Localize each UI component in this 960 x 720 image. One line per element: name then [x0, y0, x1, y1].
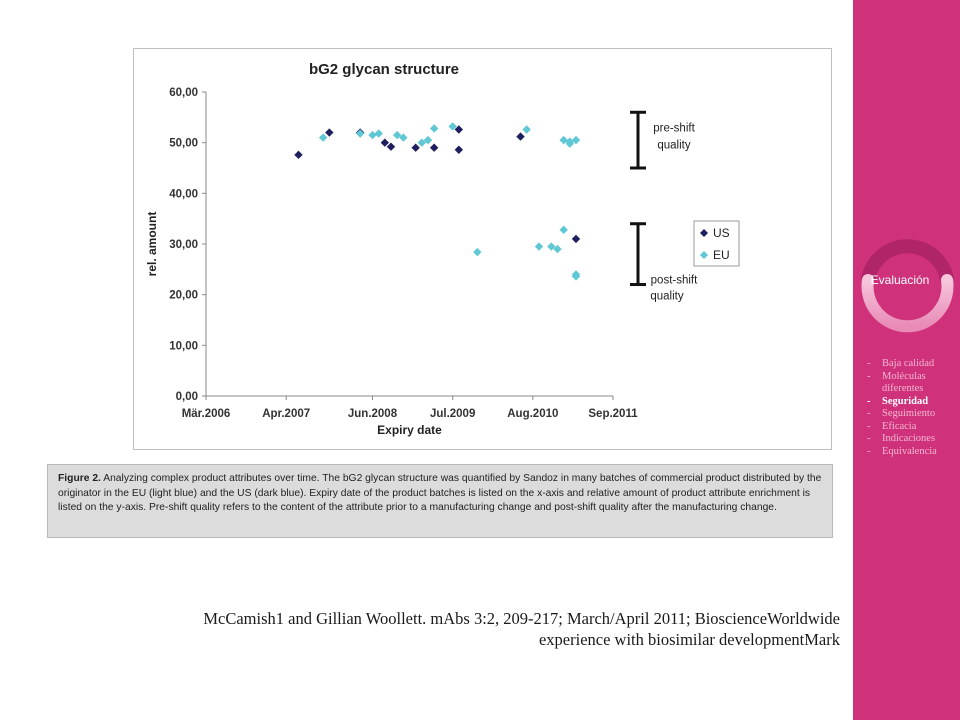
figure-caption: Figure 2. Analyzing complex product attr… — [47, 464, 833, 538]
sidebar-item[interactable]: Moléculas diferentes — [862, 371, 960, 396]
sidebar-item[interactable]: Seguimiento — [862, 408, 960, 421]
x-tick-label: Sep.2011 — [588, 408, 638, 420]
data-point-us — [380, 138, 390, 147]
x-tick-label: Jul.2009 — [430, 408, 475, 420]
legend-label-us: US — [713, 226, 730, 240]
y-tick-label: 30,00 — [169, 239, 198, 251]
pre-shift-label: pre-shift — [653, 123, 695, 135]
sidebar-item[interactable]: Equivalencia — [862, 446, 960, 459]
data-point-eu — [429, 124, 439, 133]
data-point-us — [516, 132, 525, 141]
chart-panel: bG2 glycan structure 60,00 50,00 40,00 30,00… — [133, 48, 832, 450]
x-axis-label: Expiry date — [377, 423, 442, 437]
data-point-eu — [571, 272, 581, 281]
x-tick-label: Aug.2010 — [507, 408, 558, 420]
data-point-eu — [473, 247, 482, 257]
data-point-eu — [318, 133, 328, 142]
data-point-us — [386, 142, 396, 151]
pre-shift-label: quality — [657, 140, 690, 152]
x-tick-label: Apr.2007 — [262, 408, 310, 420]
data-point-eu — [423, 135, 433, 145]
data-point-eu — [368, 130, 377, 140]
legend-label-eu: EU — [713, 248, 730, 262]
data-point-eu — [522, 125, 531, 134]
sidebar-menu: Baja calidadMoléculas diferentesSegurida… — [862, 358, 960, 458]
data-point-eu — [399, 133, 408, 142]
data-point-eu — [534, 242, 544, 251]
data-point-eu — [448, 122, 457, 131]
ring-icon: Evaluación — [861, 239, 954, 333]
data-point-eu — [355, 129, 365, 138]
sidebar-item[interactable]: Baja calidad — [862, 358, 960, 371]
legend-box — [693, 220, 740, 267]
y-tick-label: 60,00 — [169, 87, 198, 99]
y-tick-label: 0,00 — [176, 391, 198, 403]
y-tick-label: 50,00 — [169, 138, 198, 150]
y-tick-label: 40,00 — [169, 188, 198, 200]
data-point-us — [454, 145, 464, 154]
y-tick-label: 20,00 — [169, 290, 198, 302]
x-tick-label: Jun.2008 — [348, 408, 398, 420]
data-point-us — [325, 128, 334, 137]
data-point-us — [571, 234, 581, 244]
sidebar-item[interactable]: Eficacia — [862, 421, 960, 434]
scatter-chart: bG2 glycan structure 60,00 50,00 40,00 30,00… — [145, 61, 740, 437]
chart-title: bG2 glycan structure — [309, 61, 459, 78]
data-point-us — [411, 143, 420, 152]
y-tick-label: 10,00 — [169, 340, 198, 352]
legend-marker-eu — [700, 251, 708, 259]
data-point-eu — [553, 244, 562, 254]
caption-label: Figure 2. — [58, 473, 101, 484]
data-point-eu — [559, 225, 568, 235]
data-point-us — [454, 125, 464, 134]
ring-label: Evaluación — [871, 273, 930, 287]
data-point-eu — [392, 130, 402, 140]
post-shift-label: post-shift — [651, 275, 698, 287]
sidebar-item[interactable]: Seguridad — [862, 396, 960, 409]
data-point-eu — [374, 129, 383, 138]
legend-marker-us — [700, 229, 708, 237]
data-point-us — [294, 150, 303, 160]
post-shift-label: quality — [650, 291, 683, 303]
y-axis-label: rel. amount — [145, 212, 159, 277]
sidebar-item[interactable]: Indicaciones — [862, 433, 960, 446]
data-point-us — [429, 143, 439, 152]
citation-line-2: experience with biosimilar developmentMa… — [538, 630, 840, 649]
citation-line-1: McCamish1 and Gillian Woollett. mAbs 3:2… — [203, 609, 840, 628]
x-tick-label: Mär.2006 — [182, 408, 231, 420]
data-point-eu — [571, 135, 581, 145]
data-point-eu — [417, 138, 427, 147]
citation: McCamish1 and Gillian Woollett. mAbs 3:2… — [100, 608, 840, 650]
caption-text: Analyzing complex product attributes ove… — [58, 473, 822, 513]
